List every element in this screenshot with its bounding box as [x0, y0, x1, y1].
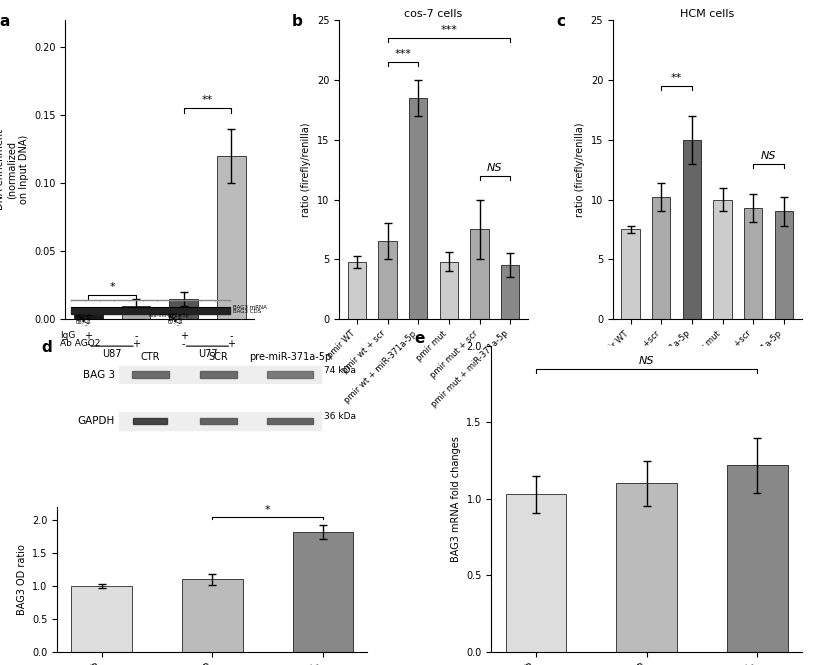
Bar	[132, 371, 169, 378]
Bar	[744, 208, 762, 319]
Text: U77_R: U77_R	[168, 319, 183, 325]
Bar	[119, 366, 321, 384]
Text: 36 kDa: 36 kDa	[324, 412, 356, 421]
Bar	[409, 98, 428, 319]
Bar	[683, 140, 701, 319]
Text: c: c	[556, 14, 565, 29]
Text: CTR: CTR	[141, 352, 160, 362]
Bar	[652, 197, 671, 319]
Bar	[726, 465, 788, 652]
Text: d: d	[42, 340, 52, 355]
Bar	[501, 265, 519, 319]
Title: cos-7 cells: cos-7 cells	[404, 9, 463, 19]
Bar	[348, 262, 366, 319]
Text: **: **	[202, 95, 213, 105]
Text: Ab AGO2: Ab AGO2	[60, 338, 100, 348]
Bar	[200, 371, 237, 378]
Text: GAPDH: GAPDH	[78, 416, 115, 426]
Text: U87_R: U87_R	[76, 319, 92, 325]
Text: 74 kDa: 74 kDa	[324, 366, 356, 374]
Bar	[133, 418, 168, 424]
Bar	[616, 483, 677, 652]
Text: U87: U87	[102, 349, 122, 359]
Text: ***: ***	[440, 25, 457, 35]
Bar	[267, 371, 313, 378]
Y-axis label: BAG3 mRNA fold changes: BAG3 mRNA fold changes	[451, 436, 461, 562]
Bar	[379, 241, 397, 319]
Text: +: +	[84, 331, 92, 341]
Bar	[169, 299, 198, 319]
Text: *: *	[265, 505, 271, 515]
Text: -: -	[182, 338, 186, 348]
Text: BAG3 CDS: BAG3 CDS	[233, 309, 262, 314]
Bar	[439, 262, 458, 319]
Text: U87_F: U87_F	[76, 313, 91, 319]
Text: NS: NS	[639, 356, 654, 366]
Text: **: **	[671, 72, 682, 82]
Text: ***: ***	[394, 49, 411, 59]
Bar	[506, 494, 566, 652]
Text: IgG: IgG	[60, 331, 75, 340]
Bar	[200, 418, 237, 424]
Text: NS: NS	[487, 162, 502, 172]
Text: pre-miR-371a-5p: pre-miR-371a-5p	[249, 352, 331, 362]
Text: BAG3 mRNA: BAG3 mRNA	[233, 305, 267, 309]
Bar	[71, 586, 133, 652]
Text: hsa-mir-371a-5p: hsa-mir-371a-5p	[149, 313, 190, 318]
Y-axis label: ratio (firefly/renilla): ratio (firefly/renilla)	[301, 122, 312, 217]
Bar	[182, 579, 243, 652]
Bar	[217, 156, 245, 319]
Text: e: e	[414, 331, 425, 346]
Y-axis label: ratio (firefly/renilla): ratio (firefly/renilla)	[575, 122, 585, 217]
Text: +: +	[180, 331, 187, 341]
Text: b: b	[292, 14, 303, 29]
Title: HCM cells: HCM cells	[680, 9, 735, 19]
Text: BAG 3: BAG 3	[83, 370, 115, 380]
Bar	[119, 412, 321, 430]
Text: -: -	[134, 331, 137, 341]
Text: SCR: SCR	[209, 352, 228, 362]
Text: a: a	[0, 14, 10, 29]
Bar	[622, 229, 640, 319]
Y-axis label: DNA enrichment
(normalized
on Input DNA): DNA enrichment (normalized on Input DNA)	[0, 129, 29, 210]
Text: U77: U77	[198, 349, 218, 359]
Text: +: +	[227, 338, 236, 348]
Bar	[775, 211, 793, 319]
Text: -: -	[87, 338, 90, 348]
Bar	[70, 309, 230, 314]
Bar	[267, 418, 313, 424]
Y-axis label: BAG3 OD ratio: BAG3 OD ratio	[16, 544, 27, 615]
Text: NS: NS	[761, 150, 776, 160]
Text: +: +	[132, 338, 140, 348]
Bar	[122, 306, 151, 319]
Bar	[713, 200, 732, 319]
Bar	[470, 229, 488, 319]
Text: -: -	[230, 331, 233, 341]
Text: U77_F: U77_F	[168, 313, 182, 319]
Bar	[74, 313, 102, 319]
Bar	[293, 532, 353, 652]
Text: *: *	[110, 282, 115, 292]
